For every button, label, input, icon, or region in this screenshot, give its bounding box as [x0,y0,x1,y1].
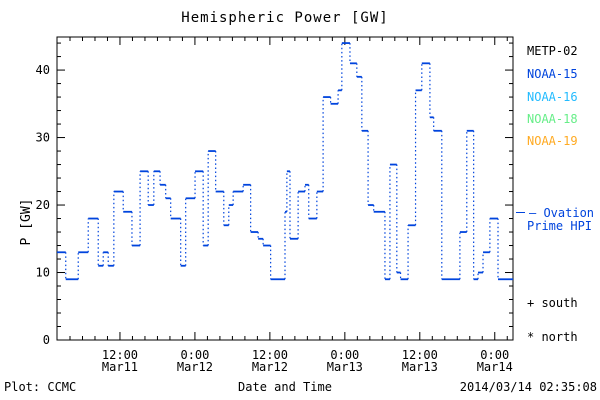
chart-title: Hemispheric Power [GW] [181,10,389,26]
svg-text:Mar12: Mar12 [177,360,213,374]
legend-label: METP-02 [527,44,578,58]
line-sample-icon [516,212,525,213]
legend-item-noaa18: NOAA-18 [527,112,578,126]
legend-item-ovation-prime: – Ovation Prime HPI [516,207,594,233]
svg-text:40: 40 [36,63,50,77]
svg-text:0:00: 0:00 [180,348,209,362]
svg-text:20: 20 [36,198,50,212]
legend-item-noaa15: NOAA-15 [527,67,578,81]
legend-label: – Ovation [529,206,595,220]
svg-text:0:00: 0:00 [330,348,359,362]
svg-text:Mar13: Mar13 [327,360,363,374]
plot-credit: Plot: CCMC [4,380,77,394]
svg-text:Mar12: Mar12 [252,360,288,374]
legend-item-metp02: METP-02 [527,44,578,58]
svg-text:Mar14: Mar14 [477,360,513,374]
legend-item-noaa16: NOAA-16 [527,90,578,104]
x-axis-title: Date and Time [238,380,332,394]
legend-item-noaa19: NOAA-19 [527,134,578,148]
svg-text:0: 0 [43,333,50,347]
legend-item-north-marker: * north [527,330,578,344]
svg-text:Mar11: Mar11 [102,360,138,374]
svg-text:12:00: 12:00 [102,348,138,362]
legend-label: NOAA-15 [527,67,578,81]
legend-label: Prime HPI [527,219,593,233]
svg-text:30: 30 [36,131,50,145]
svg-text:12:00: 12:00 [402,348,438,362]
svg-text:10: 10 [36,266,50,280]
svg-text:P [GW]: P [GW] [19,199,34,246]
svg-text:12:00: 12:00 [252,348,288,362]
svg-text:0:00: 0:00 [480,348,509,362]
legend-label: NOAA-18 [527,112,578,126]
plot-timestamp: 2014/03/14 02:35:08 [459,380,597,394]
legend-item-south-marker: + south [527,296,578,310]
legend-label: NOAA-16 [527,90,578,104]
svg-text:Mar13: Mar13 [402,360,438,374]
legend-label: NOAA-19 [527,134,578,148]
legend-line-row: – Ovation [516,206,594,220]
